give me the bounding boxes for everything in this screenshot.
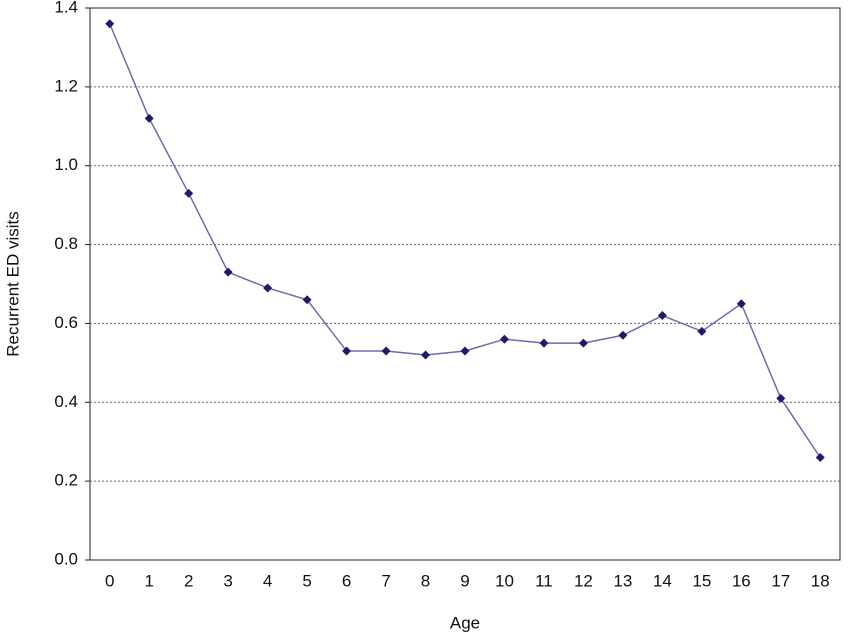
x-tick-label: 4 [263,571,272,590]
x-tick-label: 13 [613,571,632,590]
marker [657,311,667,321]
marker [815,452,825,462]
marker [539,338,549,348]
x-axis-label: Age [450,613,480,632]
marker [499,334,509,344]
marker [302,295,312,305]
marker [105,19,115,29]
plot-frame [89,7,841,561]
marker [342,346,352,356]
x-tick-label: 1 [144,571,153,590]
x-tick-label: 15 [692,571,711,590]
marker [421,350,431,360]
y-tick-label: 0.0 [54,549,78,568]
y-tick-label: 0.4 [54,392,78,411]
x-tick-label: 2 [184,571,193,590]
marker [381,346,391,356]
marker [184,188,194,198]
x-tick-label: 17 [771,571,790,590]
marker [697,326,707,336]
marker [223,267,233,277]
y-tick-label: 0.8 [54,234,78,253]
marker [618,330,628,340]
marker [144,113,154,123]
marker [776,393,786,403]
y-tick-label: 1.2 [54,76,78,95]
x-tick-label: 8 [421,571,430,590]
marker [460,346,470,356]
x-tick-label: 16 [732,571,751,590]
y-tick-label: 1.0 [54,155,78,174]
y-tick-label: 0.2 [54,471,78,490]
y-tick-label: 0.6 [54,313,78,332]
x-tick-label: 3 [223,571,232,590]
x-tick-label: 14 [653,571,672,590]
x-tick-label: 6 [342,571,351,590]
marker [578,338,588,348]
x-tick-label: 9 [460,571,469,590]
x-tick-label: 10 [495,571,514,590]
line [109,23,821,458]
y-tick-label: 1.4 [54,0,78,16]
x-tick-label: 11 [535,571,553,590]
marker [263,283,273,293]
x-tick-label: 18 [811,571,830,590]
y-axis-label: Recurrent ED visits [3,211,22,356]
x-tick-label: 5 [302,571,311,590]
marker [736,299,746,309]
x-tick-label: 7 [381,571,390,590]
x-tick-label: 12 [574,571,593,590]
x-tick-label: 0 [105,571,114,590]
